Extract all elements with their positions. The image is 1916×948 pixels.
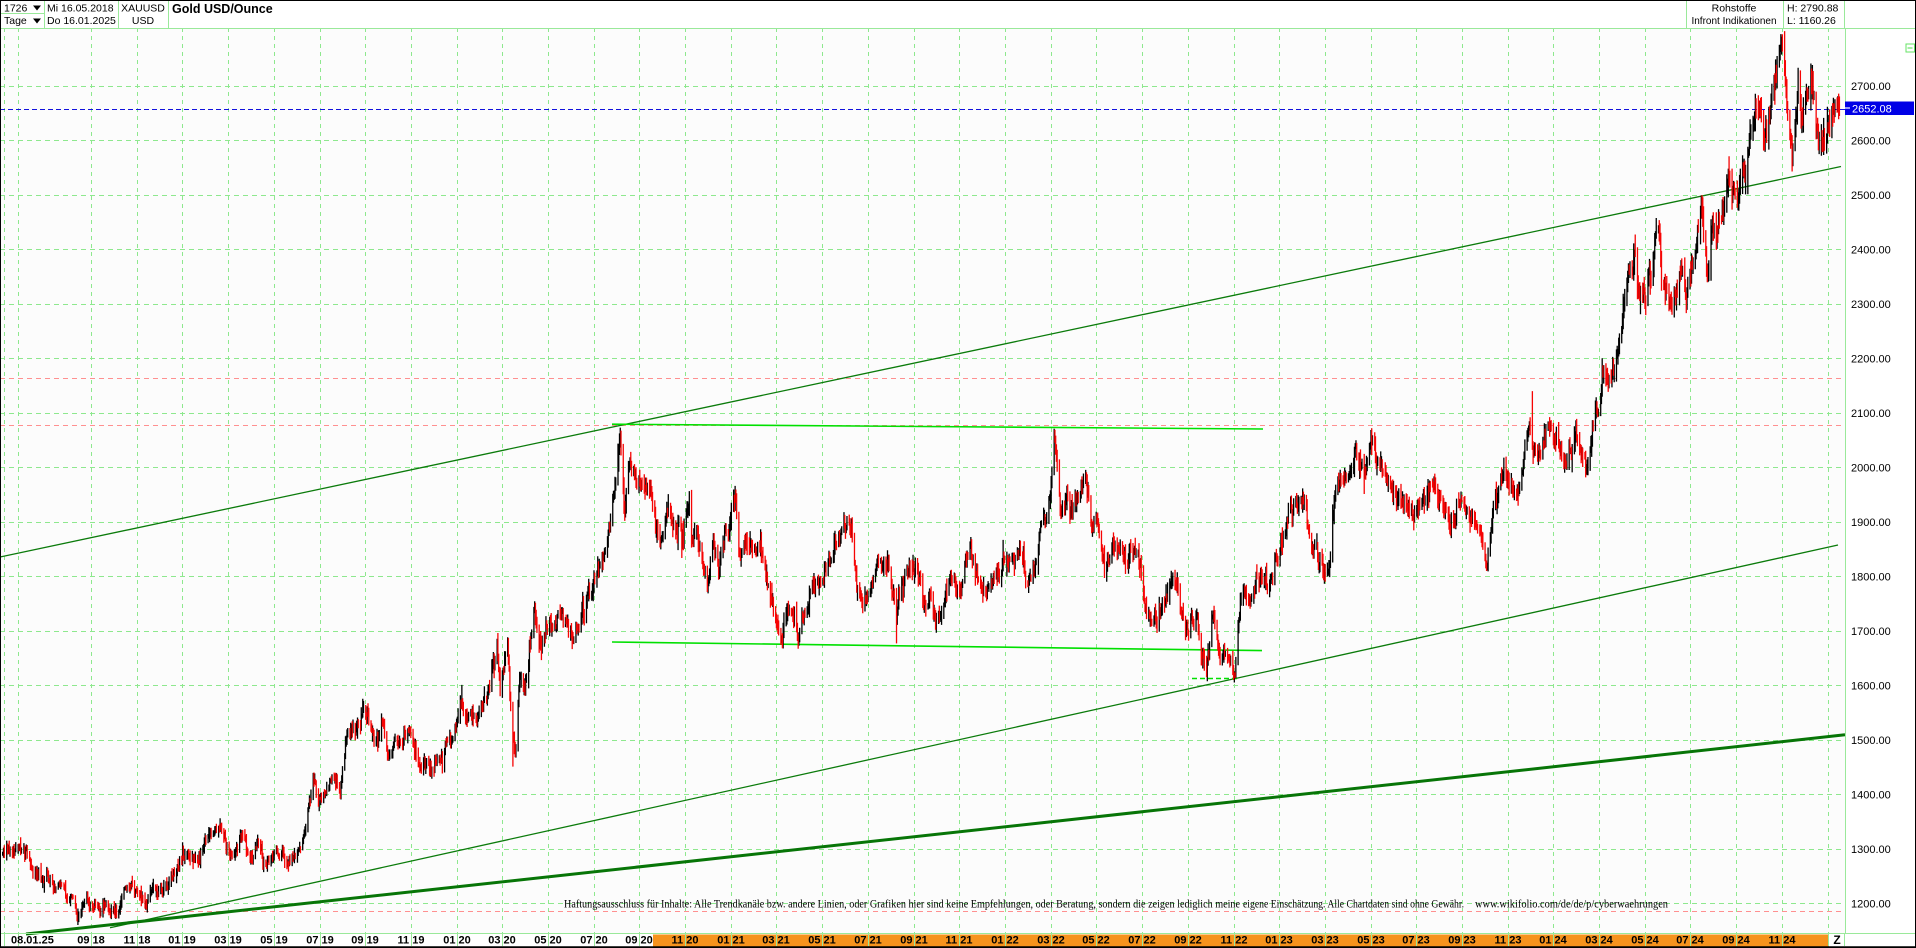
svg-text:03 22: 03 22 xyxy=(1037,935,1065,947)
svg-text:11 20: 11 20 xyxy=(672,935,699,947)
svg-text:11 21: 11 21 xyxy=(946,935,973,947)
svg-text:05 20: 05 20 xyxy=(534,935,562,947)
svg-text:07 22: 07 22 xyxy=(1128,935,1156,947)
svg-text:07 23: 07 23 xyxy=(1402,935,1430,947)
svg-text:07 24: 07 24 xyxy=(1676,935,1704,947)
svg-text:09 21: 09 21 xyxy=(900,935,928,947)
svg-text:11 22: 11 22 xyxy=(1221,935,1248,947)
svg-text:Gold USD/Ounce: Gold USD/Ounce xyxy=(172,2,273,16)
svg-text:09 22: 09 22 xyxy=(1174,935,1202,947)
svg-text:2200.00: 2200.00 xyxy=(1851,353,1891,365)
svg-text:2500.00: 2500.00 xyxy=(1851,190,1891,202)
svg-text:2652.08: 2652.08 xyxy=(1852,103,1892,115)
svg-text:01 20: 01 20 xyxy=(443,935,471,947)
svg-text:Mi 16.05.2018: Mi 16.05.2018 xyxy=(47,2,114,14)
svg-text:H: 2790.88: H: 2790.88 xyxy=(1787,2,1839,14)
svg-text:01 19: 01 19 xyxy=(168,935,196,947)
svg-text:09 23: 09 23 xyxy=(1448,935,1476,947)
svg-text:eigene Einschätzung. Alle Char: eigene Einschätzung. Alle Chartdaten sin… xyxy=(1243,897,1464,911)
svg-text:03 23: 03 23 xyxy=(1311,935,1339,947)
svg-text:01 21: 01 21 xyxy=(717,935,745,947)
svg-text:05 21: 05 21 xyxy=(808,935,836,947)
svg-text:01 24: 01 24 xyxy=(1539,935,1567,947)
svg-text:1800.00: 1800.00 xyxy=(1851,571,1891,583)
svg-text:Do 16.01.2025: Do 16.01.2025 xyxy=(47,15,116,27)
svg-text:1300.00: 1300.00 xyxy=(1851,844,1891,856)
svg-text:1400.00: 1400.00 xyxy=(1851,789,1891,801)
svg-text:2300.00: 2300.00 xyxy=(1851,299,1891,311)
svg-text:07 21: 07 21 xyxy=(854,935,882,947)
svg-text:1500.00: 1500.00 xyxy=(1851,735,1891,747)
svg-text:2400.00: 2400.00 xyxy=(1851,244,1891,256)
svg-text:07 19: 07 19 xyxy=(306,935,334,947)
svg-text:2700.00: 2700.00 xyxy=(1851,81,1891,93)
svg-text:09 19: 09 19 xyxy=(351,935,379,947)
svg-text:08.01.25: 08.01.25 xyxy=(11,935,54,947)
svg-text:05 24: 05 24 xyxy=(1631,935,1659,947)
svg-text:www.wikifolio.com/de/de/p/cybe: www.wikifolio.com/de/de/p/cyberwaehrunge… xyxy=(1475,897,1668,911)
svg-text:05 23: 05 23 xyxy=(1357,935,1385,947)
svg-text:01 22: 01 22 xyxy=(991,935,1019,947)
svg-text:03 20: 03 20 xyxy=(488,935,516,947)
svg-text:1200.00: 1200.00 xyxy=(1851,898,1891,910)
svg-text:09 20: 09 20 xyxy=(625,935,653,947)
svg-text:Tage: Tage xyxy=(4,15,27,27)
svg-text:1700.00: 1700.00 xyxy=(1851,626,1891,638)
svg-text:07 20: 07 20 xyxy=(580,935,608,947)
svg-text:11 23: 11 23 xyxy=(1495,935,1522,947)
svg-text:Z: Z xyxy=(1833,933,1840,947)
svg-text:09 18: 09 18 xyxy=(77,935,105,947)
svg-text:05 19: 05 19 xyxy=(260,935,288,947)
svg-text:XAUUSD: XAUUSD xyxy=(121,2,165,14)
svg-text:L: 1160.26: L: 1160.26 xyxy=(1787,15,1836,27)
svg-text:2100.00: 2100.00 xyxy=(1851,408,1891,420)
svg-text:2000.00: 2000.00 xyxy=(1851,462,1891,474)
svg-text:1900.00: 1900.00 xyxy=(1851,517,1891,529)
svg-text:09 24: 09 24 xyxy=(1722,935,1750,947)
svg-text:11 19: 11 19 xyxy=(398,935,425,947)
svg-text:USD: USD xyxy=(132,15,155,27)
svg-text:Infront Indikationen: Infront Indikationen xyxy=(1691,16,1776,27)
svg-text:05 22: 05 22 xyxy=(1082,935,1110,947)
svg-text:2600.00: 2600.00 xyxy=(1851,135,1891,147)
svg-text:11 24: 11 24 xyxy=(1769,935,1797,947)
svg-text:01 23: 01 23 xyxy=(1265,935,1293,947)
svg-text:1726: 1726 xyxy=(4,2,28,14)
svg-text:03 21: 03 21 xyxy=(762,935,790,947)
svg-text:Haftungsausschluss für Inhalte: Haftungsausschluss für Inhalte: Alle Tre… xyxy=(564,897,1240,911)
svg-text:11 18: 11 18 xyxy=(124,935,151,947)
svg-text:1600.00: 1600.00 xyxy=(1851,680,1891,692)
svg-text:Rohstoffe: Rohstoffe xyxy=(1712,2,1757,14)
svg-text:03 19: 03 19 xyxy=(214,935,242,947)
svg-text:03 24: 03 24 xyxy=(1585,935,1613,947)
